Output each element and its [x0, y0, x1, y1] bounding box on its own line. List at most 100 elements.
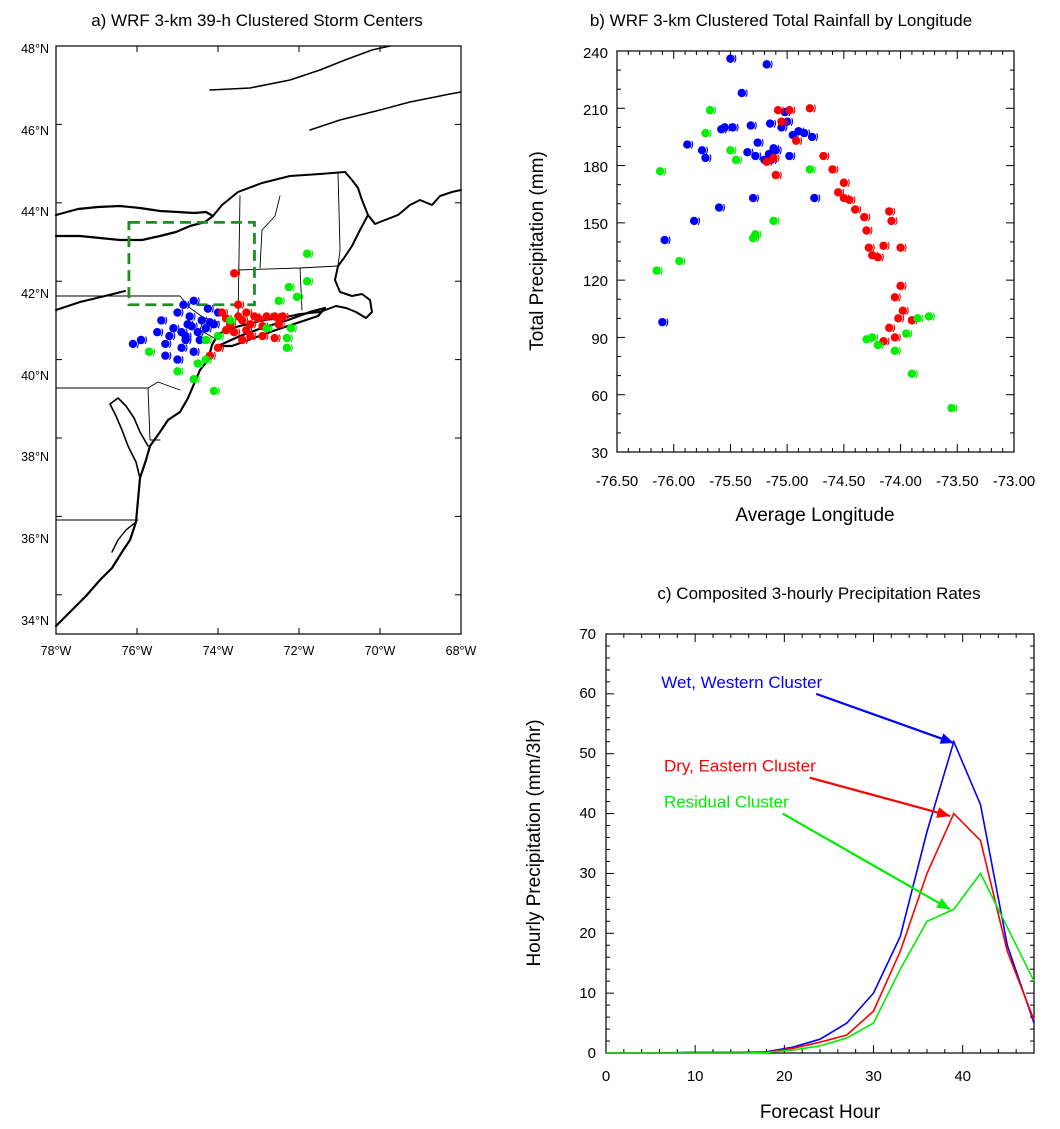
scatter-point-wet [658, 317, 669, 327]
map-point-dry [213, 343, 224, 353]
map-y-tick-label: 42°N [21, 287, 49, 301]
scatter-point-wet [728, 123, 739, 132]
scatter-point-residual [769, 216, 780, 226]
chesapeake-bay [109, 397, 149, 479]
map-point-dry [234, 300, 245, 310]
scatter-point-dry [771, 170, 782, 180]
scatter-point-wet [751, 151, 762, 161]
map-point-residual [286, 324, 297, 333]
new-hampshire-coast [337, 214, 369, 267]
scatter-point-dry [773, 105, 784, 115]
line-y-axis-label: Hourly Precipitation (mm/3hr) [524, 719, 545, 966]
map-point-wet [136, 335, 147, 345]
annotation-arrowhead-dry [936, 807, 951, 818]
scatter-point-wet [726, 54, 737, 63]
map-point-wet [169, 324, 180, 333]
scatter-y-tick-label: 30 [591, 445, 608, 462]
scatter-point-residual [868, 333, 879, 342]
line-tick-marks [605, 633, 1035, 1054]
map-point-residual [262, 324, 273, 333]
map-point-residual [274, 296, 285, 306]
panel-a-title: a) WRF 3-km 39-h Clustered Storm Centers [91, 11, 423, 30]
map-point-dry [270, 333, 281, 343]
map-point-dry [242, 308, 253, 317]
line-x-axis-label: Forecast Hour [760, 1102, 881, 1123]
scatter-tick-marks [616, 50, 1015, 453]
scatter-y-tick-label: 180 [583, 159, 608, 176]
line-annotations: Wet, Western Cluster Dry, Eastern Cluste… [661, 673, 955, 911]
map-point-wet [193, 327, 204, 337]
scatter-point-residual [924, 312, 935, 321]
scatter-point-dry [873, 253, 884, 262]
map-point-residual [144, 347, 156, 357]
scatter-point-wet [746, 121, 757, 130]
map-point-residual [201, 355, 212, 364]
map-point-residual [201, 335, 212, 345]
scatter-point-dry [885, 323, 896, 333]
scatter-point-residual [907, 369, 918, 379]
scatter-x-tick-label: -74.50 [823, 473, 866, 490]
map-point-residual [282, 333, 293, 343]
panel-c-title: c) Composited 3-hourly Precipitation Rat… [657, 584, 980, 603]
map-x-tick-label: 76°W [122, 644, 153, 658]
scatter-y-tick-label: 240 [583, 45, 608, 62]
scatter-point-dry [860, 212, 871, 222]
map-point-dry [221, 326, 233, 335]
scatter-x-tick-label: -76.50 [596, 473, 639, 490]
map-point-dry [274, 320, 285, 329]
scatter-point-wet [660, 235, 671, 245]
map-point-residual [189, 375, 200, 384]
scatter-point-dry [785, 105, 796, 115]
map-point-wet [177, 343, 188, 353]
map-point-wet [157, 316, 168, 325]
map-x-tick-label: 78°W [41, 644, 72, 658]
scatter-point-residual [902, 329, 913, 338]
scatter-y-tick-label: 120 [583, 273, 608, 290]
scatter-point-dry [819, 151, 830, 161]
scatter-y-axis-label: Total Precipitation (mm) [527, 151, 548, 351]
map-point-residual [284, 282, 295, 292]
scatter-point-dry [890, 293, 901, 302]
line-x-tick-label: 10 [687, 1068, 704, 1085]
map-x-tick-label: 68°W [446, 644, 477, 658]
panel-b-title: b) WRF 3-km Clustered Total Rainfall by … [590, 11, 972, 30]
line-x-tick-labels: 0 10 20 30 40 [602, 1068, 971, 1085]
map-point-residual [225, 316, 237, 325]
map-y-tick-label: 46°N [21, 124, 49, 138]
scatter-point-residual [655, 167, 667, 176]
map-point-wet [189, 347, 200, 357]
scatter-y-tick-label: 90 [591, 331, 608, 348]
scatter-point-dry [879, 241, 890, 251]
scatter-point-wet [683, 140, 694, 149]
scatter-point-residual [947, 403, 958, 413]
scatter-frame [616, 50, 1015, 453]
scatter-point-residual [675, 256, 686, 266]
scatter-point-wet [765, 119, 777, 128]
scatter-y-tick-label: 60 [591, 388, 608, 405]
scatter-point-wet [737, 88, 748, 98]
map-point-dry [246, 320, 257, 329]
scatter-point-wet [807, 132, 819, 142]
line-series-dry [606, 812, 1035, 1054]
scatter-point-residual [705, 105, 716, 115]
line-y-tick-label: 20 [579, 925, 596, 942]
scatter-y-tick-labels: 30 60 90 120 150 180 210 240 [583, 45, 608, 462]
st-lawrence-river [212, 171, 346, 217]
map-point-residual [213, 331, 224, 341]
scatter-point-residual [805, 165, 816, 174]
map-point-wet [177, 327, 188, 337]
scatter-points [652, 54, 958, 413]
line-x-tick-label: 20 [776, 1068, 793, 1085]
line-y-tick-label: 0 [588, 1045, 596, 1062]
scatter-point-residual [890, 346, 901, 356]
scatter-point-residual [751, 230, 762, 239]
map-point-wet [161, 339, 172, 349]
scatter-point-dry [864, 243, 875, 252]
map-point-residual [173, 367, 184, 376]
scatter-point-wet [762, 60, 773, 69]
maine-coast [344, 171, 462, 225]
study-domain-box [127, 220, 256, 307]
annotation-wet-western-cluster: Wet, Western Cluster [661, 673, 822, 692]
scatter-point-wet [714, 203, 726, 212]
